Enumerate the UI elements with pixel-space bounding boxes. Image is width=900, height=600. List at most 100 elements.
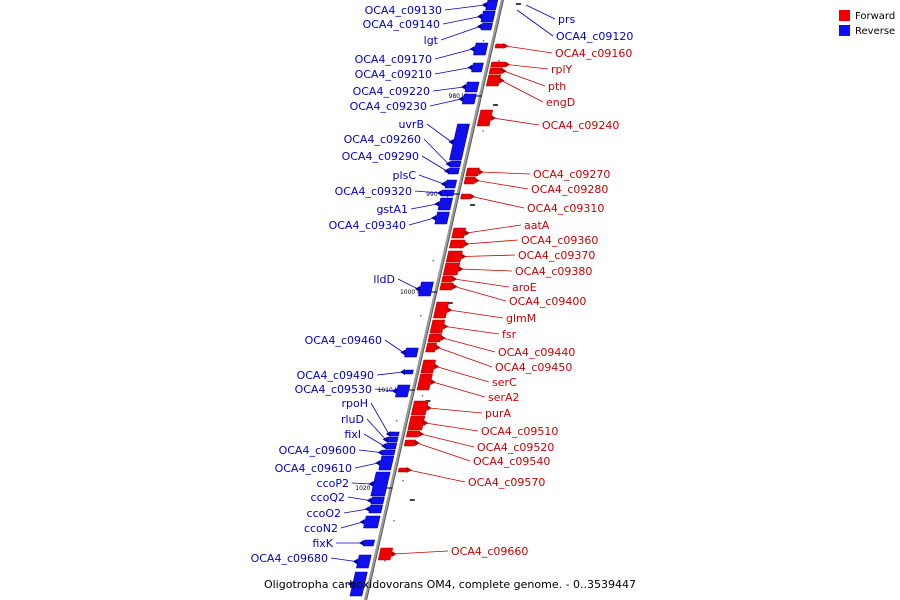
gene-label: OCA4_c09460: [305, 334, 382, 347]
gene-label: OCA4_c09260: [344, 133, 421, 146]
gene-label: OCA4_c09290: [342, 150, 419, 163]
gene-label: rpoH: [341, 397, 368, 410]
legend: Forward Reverse: [839, 10, 895, 37]
OCA4_c09660-feature: [377, 547, 397, 561]
leader-line: [434, 48, 473, 60]
leader-line: [434, 67, 471, 75]
scale-tick-label: 1020 kbp: [355, 485, 383, 492]
reverse-tail-feature: [347, 571, 368, 597]
scale-tick-label: 1000 kbp: [400, 289, 428, 296]
leader-line: [463, 254, 516, 257]
leader-line: [393, 550, 449, 555]
gene-label: ccoQ2: [311, 491, 345, 504]
gene-label: OCA4_c09280: [531, 183, 608, 196]
leader-line: [358, 449, 381, 453]
leader-line: [437, 347, 493, 368]
gene-label: OCA4_c09310: [527, 202, 604, 215]
gene-label: fixI: [344, 428, 361, 441]
leader-line: [384, 339, 404, 353]
gene-label: serC: [492, 376, 517, 389]
gene-label: OCA4_c09130: [365, 4, 442, 17]
gene-label: OCA4_c09320: [335, 185, 412, 198]
leader-line: [408, 217, 435, 226]
gene-label: OCA4_c09140: [363, 18, 440, 31]
leader-line: [418, 174, 445, 185]
leader-line: [366, 418, 386, 440]
leader-line: [370, 402, 390, 435]
gene-label: OCA4_c09360: [521, 234, 598, 247]
gene-labels: OCA4_c09160 rplY pth engD OCA4_c09240 OCA4_c0…: [251, 4, 634, 565]
gene-label: pth: [548, 80, 566, 93]
gene-label: serA2: [488, 391, 520, 404]
gene-label: rluD: [341, 413, 364, 426]
leader-line: [440, 26, 480, 41]
leader-line: [423, 138, 449, 165]
OCA4_c09600-feature: [377, 449, 396, 456]
leader-line: [445, 326, 500, 335]
gene-label: OCA4_c09370: [518, 249, 595, 262]
gene-label: OCA4_c09210: [355, 68, 432, 81]
gene-label: OCA4_c09530: [295, 383, 372, 396]
leader-line: [363, 433, 385, 447]
leader-line: [330, 557, 356, 562]
leader-line: [460, 268, 513, 272]
legend-reverse-swatch: [839, 25, 850, 36]
gene-label: OCA4_c09240: [542, 119, 619, 132]
gene-label: ccoP2: [317, 477, 349, 490]
gene-label: ccoO2: [307, 507, 341, 520]
leader-line: [351, 482, 372, 485]
leader-line: [432, 86, 465, 92]
leader-line: [449, 309, 504, 319]
leader-line: [436, 366, 490, 383]
leader-line: [414, 190, 440, 194]
OCA4_c09510-feature: [407, 415, 429, 431]
leader-line: [397, 278, 419, 290]
leader-line: [505, 45, 553, 54]
leader-line: [432, 381, 486, 398]
leader-line: [442, 16, 481, 25]
gene-label: OCA4_c09570: [468, 476, 545, 489]
leader-line: [410, 203, 438, 210]
leader-line: [501, 80, 544, 103]
OCA4_c09370-feature: [445, 250, 467, 263]
ccoP2-feature: [368, 471, 391, 497]
leader-line: [492, 117, 540, 126]
gene-label: OCA4_c09120: [556, 30, 633, 43]
scale-tick-label: 980 kbp: [449, 93, 474, 100]
legend-forward-swatch: [839, 10, 850, 21]
minor-mark: [482, 130, 484, 132]
leader-line: [466, 239, 519, 245]
gene-label: aatA: [524, 219, 550, 232]
gene-label: rplY: [551, 63, 573, 76]
gene-label: OCA4_c09170: [355, 53, 432, 66]
genome-caption: Oligotropha carboxidovorans OM4, complet…: [264, 578, 636, 591]
OCA4_c09360-feature: [448, 239, 470, 249]
minor-mark: [396, 420, 398, 422]
OCA4_c09520-feature: [405, 430, 424, 438]
leader-line: [408, 469, 466, 483]
minor-mark: [393, 520, 395, 522]
gene-label: OCA4_c09160: [555, 47, 632, 60]
gene-label: gstA1: [376, 203, 408, 216]
minor-mark: [432, 260, 435, 262]
gene-label: lgt: [424, 34, 439, 47]
rpoH-feature: [385, 431, 400, 437]
gene-label: OCA4_c09660: [451, 545, 528, 558]
gene-label: OCA4_c09510: [481, 425, 558, 438]
leader-line: [374, 388, 395, 392]
OCA4_c09380-feature: [442, 262, 464, 276]
gene-label: OCA4_c09380: [515, 265, 592, 278]
gene-label: OCA4_c09220: [353, 85, 430, 98]
gene-label: OCA4_c09600: [279, 444, 356, 457]
gene-label: engD: [546, 96, 575, 109]
purA-feature: [410, 400, 432, 416]
leader-line: [466, 224, 522, 234]
leader-line: [444, 4, 485, 11]
gene-label: glmM: [506, 312, 536, 325]
gene-label: OCA4_c09490: [297, 369, 374, 382]
leader-line: [503, 70, 546, 87]
gene-label: OCA4_c09680: [251, 552, 328, 565]
scale-tick-label: 990 kbp: [426, 191, 451, 198]
leader-line: [340, 521, 363, 529]
OCA4_c09530-feature: [391, 384, 411, 398]
